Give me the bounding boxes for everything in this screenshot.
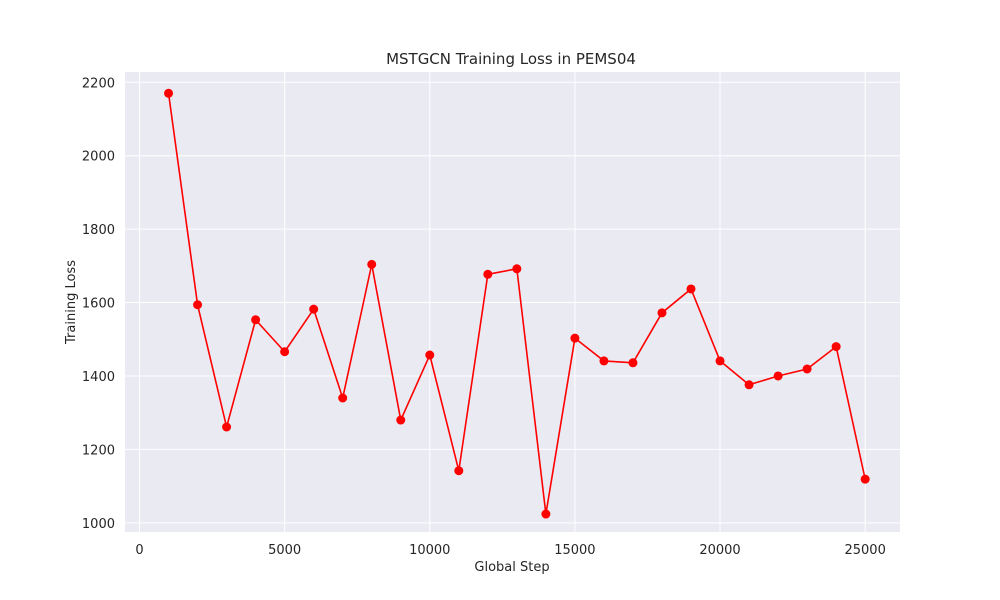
x-axis-label: Global Step <box>474 560 549 575</box>
grid-lines <box>125 72 900 532</box>
y-axis: 1000 1200 1400 1600 1800 2000 2200 <box>82 76 115 532</box>
data-point <box>512 264 522 274</box>
data-point <box>744 380 754 390</box>
data-point <box>454 466 464 476</box>
data-point <box>599 356 609 366</box>
data-points <box>164 88 870 519</box>
data-point <box>657 308 667 318</box>
data-point <box>715 356 725 366</box>
y-tick-label: 1800 <box>82 223 115 238</box>
data-point <box>280 347 290 357</box>
x-tick-label: 0 <box>135 543 143 558</box>
x-tick-label: 5000 <box>268 543 301 558</box>
plot-area <box>125 72 900 532</box>
data-point <box>483 269 493 279</box>
data-point <box>860 474 870 484</box>
data-point <box>164 88 174 98</box>
x-axis: 0 5000 10000 15000 20000 25000 <box>135 543 885 558</box>
y-tick-label: 1600 <box>82 297 115 312</box>
data-point <box>570 333 580 343</box>
y-tick-label: 2000 <box>82 150 115 165</box>
data-point <box>773 371 783 381</box>
data-point <box>222 422 232 432</box>
y-tick-label: 1200 <box>82 443 115 458</box>
x-tick-label: 15000 <box>554 543 595 558</box>
x-tick-label: 20000 <box>699 543 740 558</box>
x-tick-label: 10000 <box>409 543 450 558</box>
data-point <box>251 315 261 325</box>
data-point <box>831 342 841 352</box>
data-point <box>802 364 812 374</box>
x-tick-label: 25000 <box>844 543 885 558</box>
y-axis-label: Training Loss <box>64 260 79 345</box>
data-point <box>309 304 319 314</box>
y-tick-label: 1400 <box>82 370 115 385</box>
data-point <box>193 300 203 310</box>
data-point <box>425 350 435 360</box>
data-point <box>628 358 638 368</box>
data-point <box>396 415 406 425</box>
chart-title: MSTGCN Training Loss in PEMS04 <box>386 50 636 68</box>
data-point <box>338 393 348 403</box>
y-tick-label: 2200 <box>82 76 115 91</box>
data-point <box>367 259 377 269</box>
data-point <box>541 509 551 519</box>
data-point <box>686 284 696 294</box>
y-tick-label: 1000 <box>82 517 115 532</box>
